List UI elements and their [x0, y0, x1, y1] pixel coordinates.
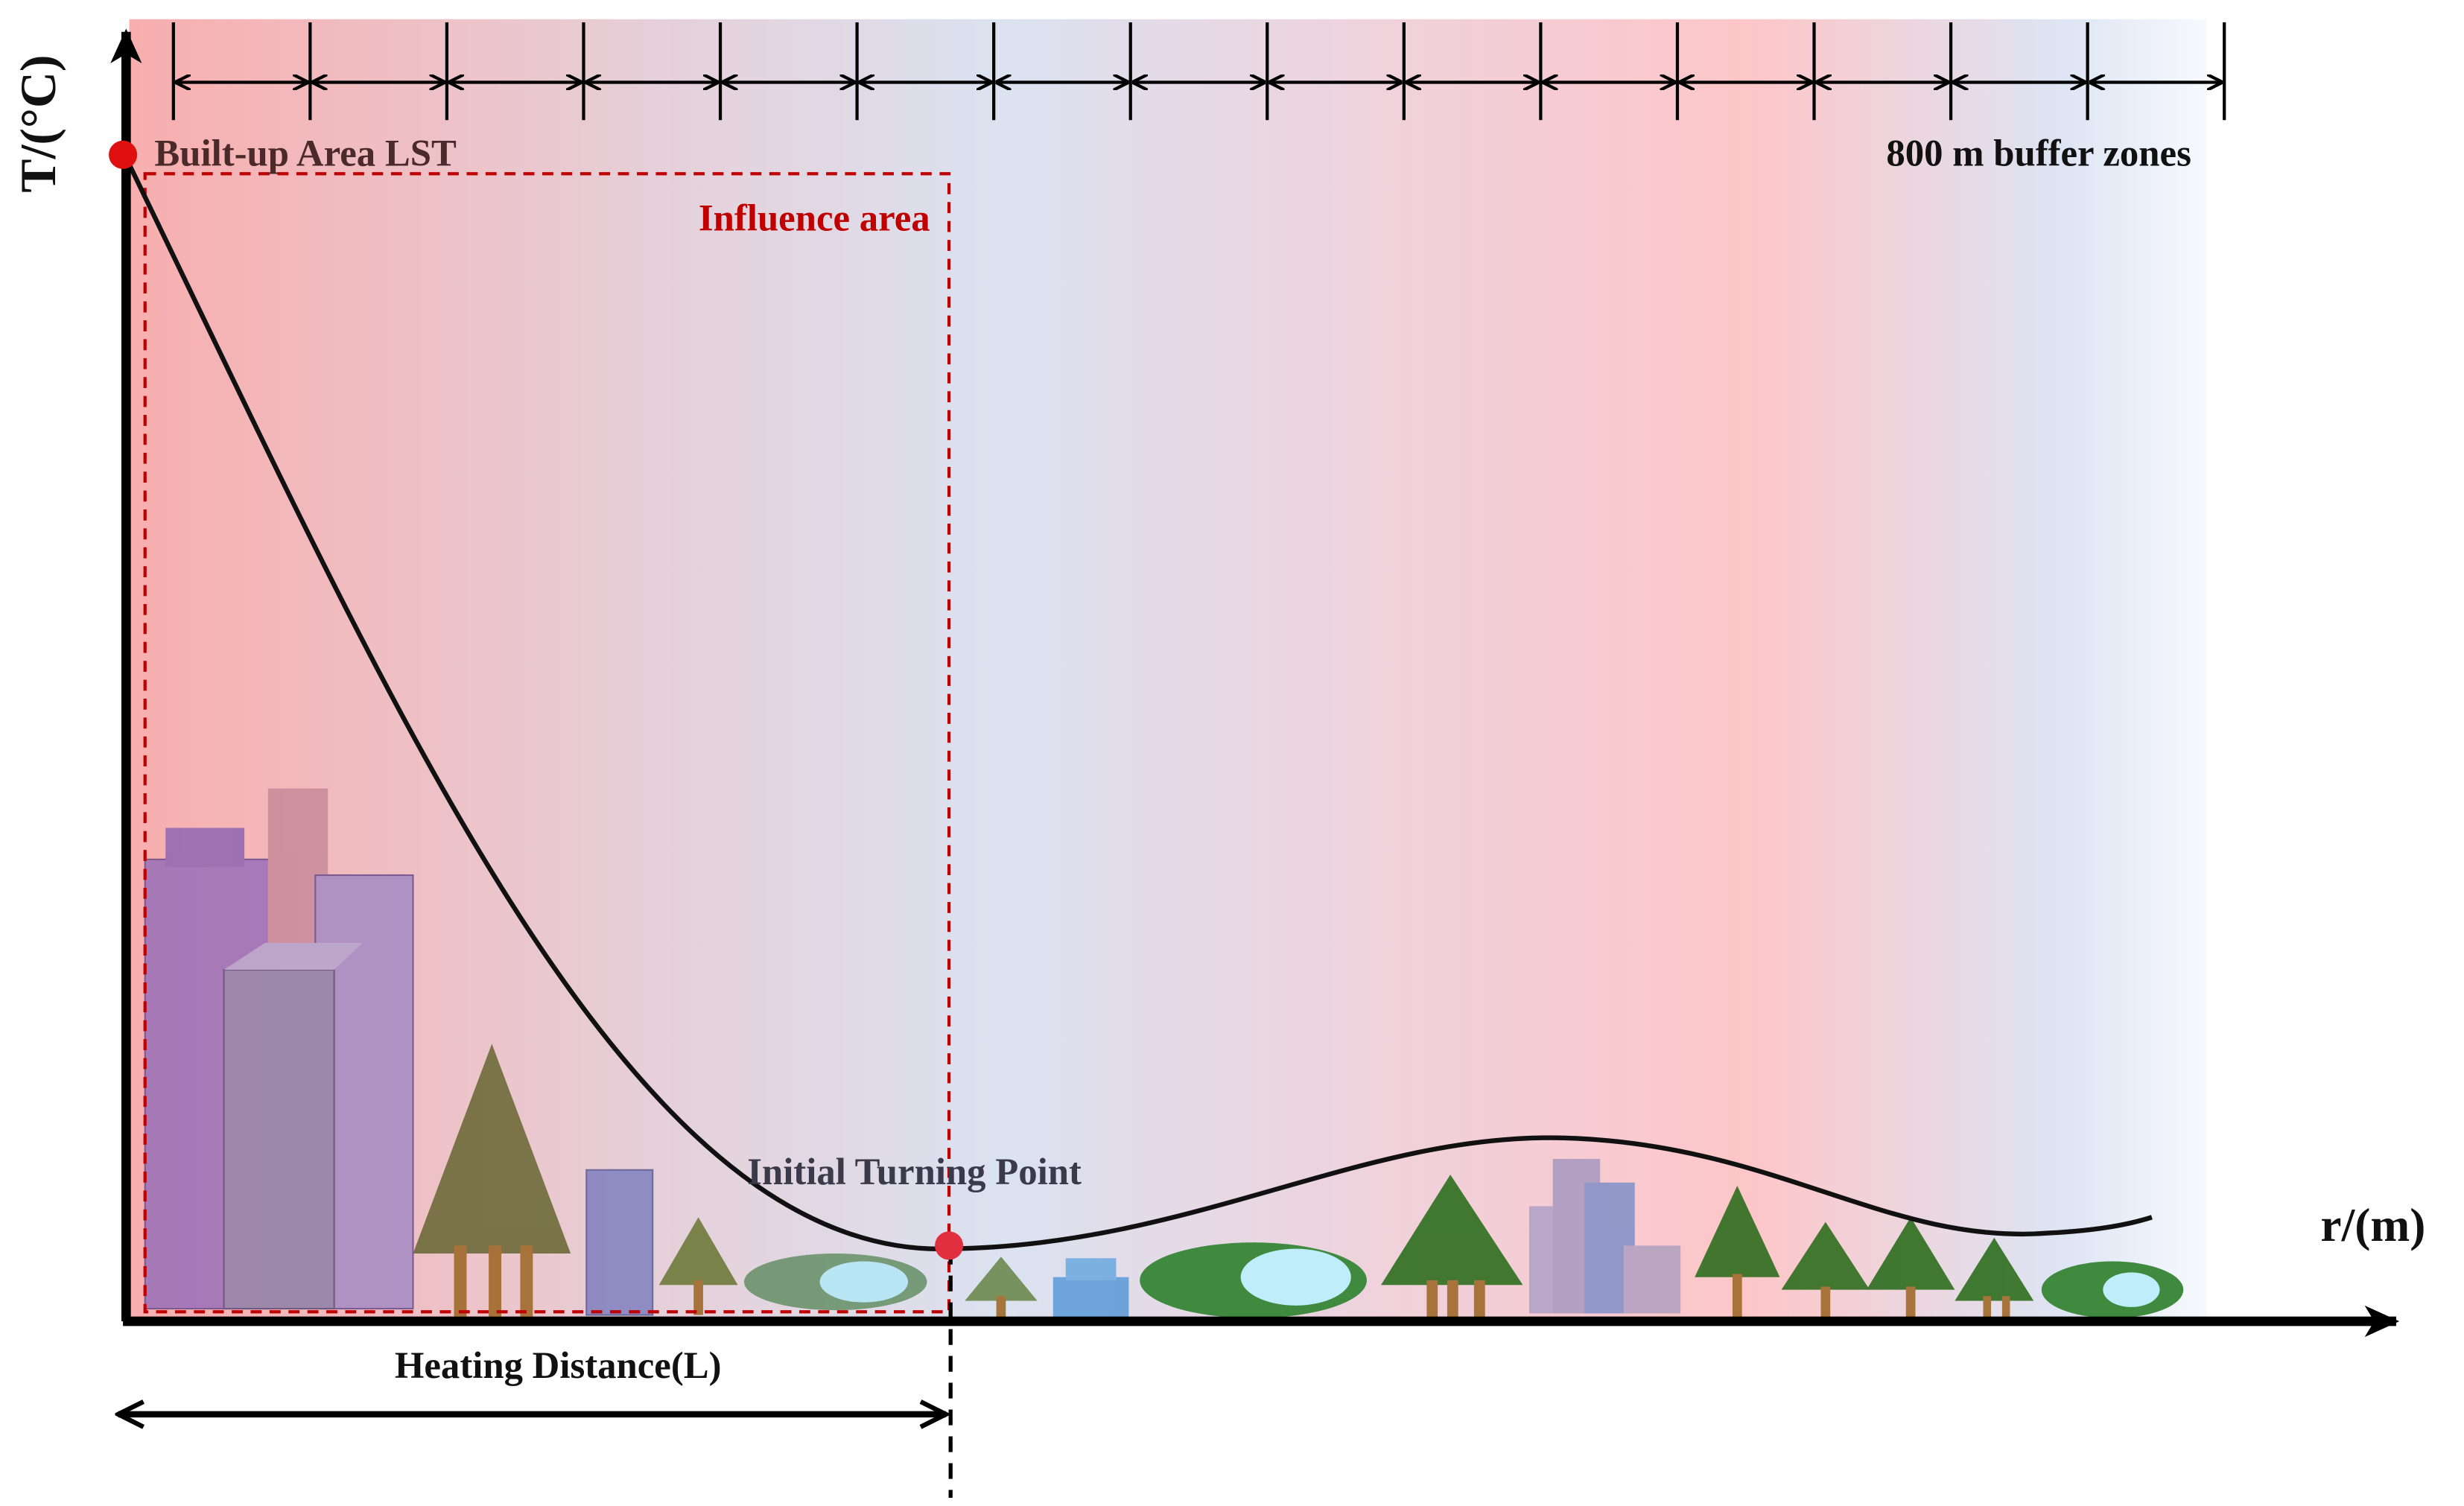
background	[129, 19, 2208, 1320]
lakes	[743, 1242, 2184, 1318]
temperature-curve	[124, 156, 2153, 1251]
y-axis-label: T/(°C)	[10, 55, 66, 193]
start-point	[109, 140, 138, 169]
turning-label: Initial Turning Point	[747, 1151, 1082, 1192]
start-label: Built-up Area LST	[154, 133, 457, 174]
buffer-label: 800 m buffer zones	[1886, 133, 2191, 174]
x-axis-label: r/(m)	[2320, 1198, 2425, 1251]
distance-label: Heating Distance(L)	[395, 1344, 722, 1386]
buffer-zones	[171, 22, 2226, 121]
trees	[413, 1043, 2034, 1318]
buildings	[144, 788, 1681, 1318]
turning-point	[935, 1231, 964, 1260]
influence-label: Influence area	[699, 197, 930, 238]
influence-area	[143, 172, 951, 1314]
